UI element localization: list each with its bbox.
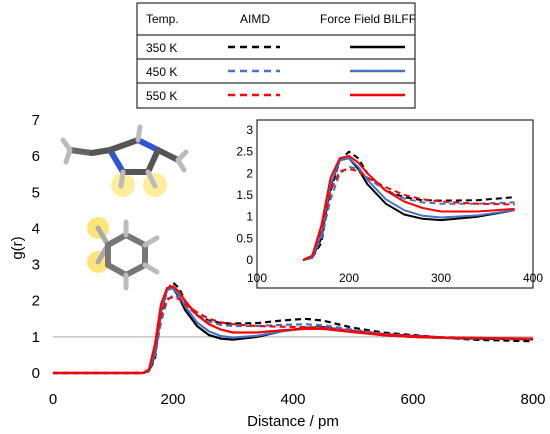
inset-series-550-k-bilff — [302, 155, 515, 261]
y-tick-label: 3 — [32, 257, 40, 274]
inset-y-tick-label: 0.5 — [236, 231, 253, 245]
y-tick-label: 7 — [32, 112, 40, 129]
inset-x-tick-label: 300 — [431, 271, 451, 285]
inset-y-tick-label: 1.5 — [236, 188, 253, 202]
x-tick-label: 400 — [280, 391, 305, 408]
inset-series-550-k-aimd — [302, 168, 515, 261]
legend-header-temp: Temp. — [146, 12, 179, 26]
x-tick-label: 0 — [49, 391, 57, 408]
inset-y-tick-label: 2 — [246, 166, 253, 180]
legend-header-bilff: Force Field BILFF — [320, 12, 416, 26]
inset-y-tick-label: 2.5 — [236, 145, 253, 159]
y-tick-label: 5 — [32, 184, 40, 201]
main-plot: 0 200 400 600 800 0 1 2 3 4 5 6 7 Distance / pm g(r) — [9, 112, 546, 430]
y-tick-label: 1 — [32, 329, 40, 346]
series-450-k-aimd — [53, 294, 534, 375]
benzene-molecule-icon — [87, 217, 160, 291]
legend-table: Temp. AIMD Force Field BILFF 350 K 450 K… — [136, 2, 416, 109]
legend-row-550: 550 K — [146, 89, 177, 103]
x-tick-label: 800 — [520, 391, 545, 408]
y-tick-label: 6 — [32, 148, 40, 165]
x-axis-label: Distance / pm — [247, 413, 339, 430]
y-tick-label: 0 — [32, 365, 40, 382]
series-550-k-bilff — [53, 285, 534, 375]
legend-header-aimd: AIMD — [240, 12, 270, 26]
x-tick-label: 200 — [160, 391, 185, 408]
inset-y-tick-label: 3 — [246, 123, 253, 137]
series-550-k-aimd — [53, 296, 534, 375]
inset-y-tick-label: 0 — [246, 253, 253, 267]
imidazolium-molecule-icon — [60, 124, 189, 197]
inset-plot: 100 200 300 400 0 0.5 1 1.5 2 2.5 3 — [236, 119, 543, 289]
y-tick-label: 2 — [32, 293, 40, 310]
inset-x-tick-label: 100 — [247, 271, 267, 285]
y-axis-label: g(r) — [9, 236, 26, 259]
y-tick-label: 4 — [32, 220, 40, 237]
inset-y-tick-label: 1 — [246, 210, 253, 224]
x-tick-label: 600 — [400, 391, 425, 408]
legend-row-450: 450 K — [146, 65, 177, 79]
legend-row-350: 350 K — [146, 41, 177, 55]
inset-x-tick-label: 400 — [523, 271, 543, 285]
inset-x-tick-label: 200 — [339, 271, 359, 285]
